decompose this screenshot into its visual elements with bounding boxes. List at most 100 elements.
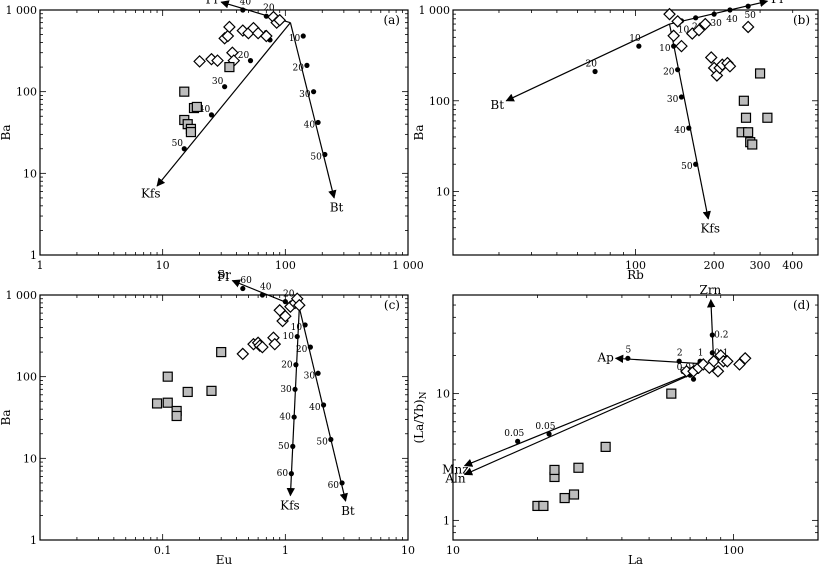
vector-step-label: 40 <box>199 105 211 115</box>
data-point-square <box>185 126 197 138</box>
vector-step-point <box>208 112 215 118</box>
vector-step-point <box>302 322 308 328</box>
data-point-square <box>151 398 163 409</box>
vector-step-point <box>636 43 642 49</box>
vector-step-point <box>676 358 682 364</box>
vector-step-point <box>181 146 187 152</box>
vector-line-kfs <box>668 23 711 220</box>
data-point-diamond <box>223 20 236 34</box>
plot-frame <box>39 294 409 541</box>
x-tick-label: 1 <box>282 544 289 557</box>
vector-step-point <box>222 84 228 90</box>
data-point-square <box>179 86 190 97</box>
data-point-square <box>216 346 227 358</box>
data-point-diamond <box>720 354 734 368</box>
vector-step-point <box>240 285 246 292</box>
vector-step-label: 20 <box>283 289 295 299</box>
x-tick-label: 0.1 <box>154 544 172 557</box>
vector-step-point <box>709 332 715 338</box>
data-point-square <box>762 112 773 123</box>
vector-step-label: 30 <box>667 95 679 105</box>
data-point-diamond <box>256 340 269 354</box>
vector-step-label: 0.05 <box>535 422 555 432</box>
vector-step-label: 50 <box>316 438 328 448</box>
y-tick-label: 1 000 <box>6 289 38 302</box>
vector-step-label: 20 <box>296 345 308 355</box>
vector-step-point <box>292 386 298 392</box>
vector-step-label: 30 <box>304 371 316 381</box>
data-point-square <box>754 68 766 79</box>
x-tick-label: 400 <box>782 259 803 272</box>
vector-step-point <box>291 414 297 420</box>
vector-line-aln <box>463 363 714 476</box>
chart-panel-2: 100 200 300 400 10 100 1 000 Rb Ba (b) Pl 10 20 30 40 5… <box>412 0 819 282</box>
vector-step-point <box>247 58 254 64</box>
vector-step-point <box>307 344 313 350</box>
vector-step-label: 40 <box>279 413 291 423</box>
vector-step-label: 60 <box>277 469 289 479</box>
vector-step-point <box>709 350 715 356</box>
y-tick-label: 10 <box>436 186 450 199</box>
x-tick-label: 1 000 <box>392 259 424 272</box>
y-tick-label: 1 000 <box>6 4 38 17</box>
x-axis-label: Sr <box>217 268 231 282</box>
y-axis-label-main: Ba <box>0 410 13 426</box>
vector-step-label: 0.05 <box>504 429 524 439</box>
vector-step-point <box>300 33 306 39</box>
x-tick-label: 1 <box>37 259 44 272</box>
x-axis-label: Eu <box>216 553 233 566</box>
data-point-square <box>224 61 235 73</box>
data-point-square <box>600 441 611 452</box>
data-point-diamond <box>675 39 688 53</box>
vector-line-bt <box>505 23 670 102</box>
vector-step-label: 10 <box>659 44 671 54</box>
data-point-diamond <box>704 51 718 64</box>
vector-step-label: 10 <box>291 323 303 333</box>
vector-step-point <box>315 119 321 126</box>
data-point-square <box>559 492 570 504</box>
data-point-diamond <box>723 59 737 73</box>
data-point-square <box>738 95 749 106</box>
y-tick-label: 10 <box>436 388 450 401</box>
x-tick-label: 100 <box>723 544 744 557</box>
vector-label: Bt <box>490 98 504 112</box>
vector-step-point <box>240 7 246 13</box>
data-point-square <box>568 489 580 500</box>
data-point-diamond <box>741 20 755 34</box>
y-tick-label: 100 <box>16 86 37 99</box>
data-point-square <box>740 112 752 123</box>
y-axis-label: Ba <box>0 125 13 141</box>
plot-frame <box>39 9 409 256</box>
panel-tag: (c) <box>384 298 400 312</box>
data-point-diamond <box>273 13 287 27</box>
vector-label: Zrn <box>699 283 721 297</box>
data-point-diamond <box>193 55 206 68</box>
vector-step-label: 0.2 <box>714 331 728 341</box>
vector-step-point <box>515 438 521 444</box>
y-tick-label: 1 000 <box>419 4 451 17</box>
data-point-diamond <box>711 364 725 378</box>
y-axis-label: Ba <box>0 410 13 426</box>
data-point-diamond <box>278 309 292 323</box>
vector-step-point <box>290 443 296 449</box>
x-axis-label: Rb <box>627 268 644 282</box>
vector-step-label: 50 <box>681 162 693 172</box>
data-point-diamond <box>211 54 224 67</box>
vector-step-point <box>328 436 334 443</box>
vector-step-label: 2 <box>677 348 683 358</box>
panel-tag: (b) <box>793 13 810 27</box>
vector-step-label: 20 <box>263 4 275 14</box>
data-point-diamond <box>236 347 250 361</box>
vector-step-label: 10 <box>283 332 295 342</box>
vector-step-label: 50 <box>744 11 756 21</box>
vector-step-label: 20 <box>281 360 293 370</box>
vector-step-label: 40 <box>674 126 686 136</box>
vector-step-point <box>304 62 310 68</box>
x-tick-label: 200 <box>704 259 725 272</box>
vector-step-point <box>311 89 317 95</box>
vector-step-label: 5 <box>626 345 632 355</box>
vector-label: Kfs <box>141 187 161 201</box>
y-tick-label: 10 <box>23 167 37 180</box>
vector-step-point <box>686 125 692 131</box>
vector-step-label: 20 <box>238 51 250 61</box>
